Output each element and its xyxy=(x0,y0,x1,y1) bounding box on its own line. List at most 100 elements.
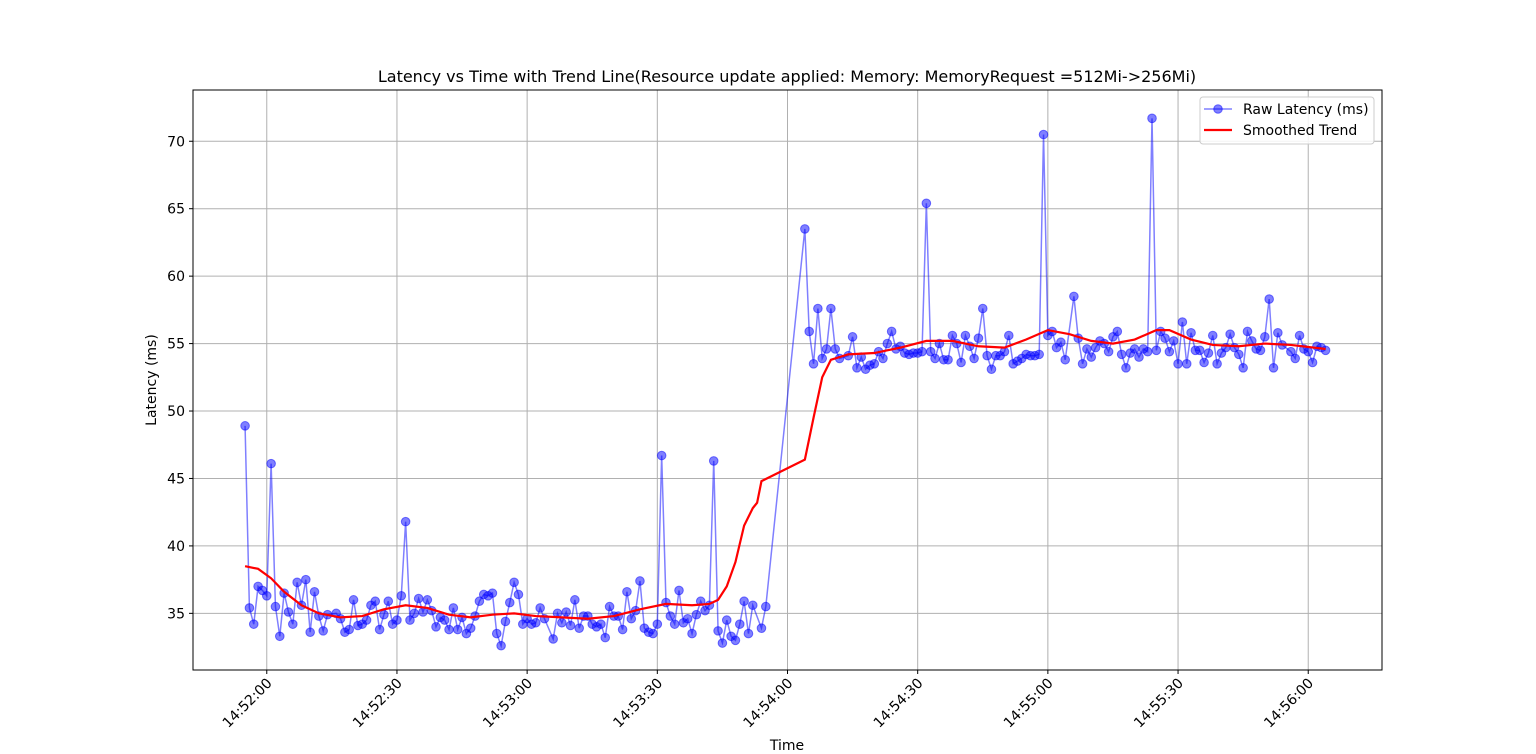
data-point xyxy=(1038,129,1049,140)
data-point xyxy=(747,600,758,611)
data-point xyxy=(244,603,255,613)
data-point xyxy=(418,607,428,617)
data-point xyxy=(1082,344,1092,354)
data-point xyxy=(687,628,697,639)
data-point xyxy=(309,586,320,597)
data-point xyxy=(626,613,637,624)
data-point xyxy=(930,353,940,364)
data-point xyxy=(921,198,932,209)
data-point xyxy=(1090,342,1101,353)
data-point xyxy=(977,303,988,314)
data-point xyxy=(947,330,958,341)
data-point xyxy=(1160,333,1170,343)
data-point xyxy=(400,516,411,527)
data-point xyxy=(717,638,728,648)
y-tick-label: 40 xyxy=(167,539,185,555)
data-point xyxy=(713,626,723,636)
data-point xyxy=(882,338,893,349)
data-point xyxy=(730,635,741,646)
data-point xyxy=(826,303,836,314)
data-point xyxy=(821,344,832,354)
x-tick-label: 14:53:30 xyxy=(610,676,666,732)
data-point xyxy=(266,458,276,469)
data-point xyxy=(1147,113,1157,124)
data-point xyxy=(917,346,927,357)
data-point xyxy=(800,224,810,234)
data-point xyxy=(1177,317,1188,327)
y-tick-label: 55 xyxy=(167,337,185,353)
data-point xyxy=(1103,346,1114,357)
data-point xyxy=(305,627,315,638)
data-point xyxy=(405,615,415,625)
data-point xyxy=(600,632,611,643)
data-point xyxy=(270,601,281,612)
data-point xyxy=(1069,291,1079,302)
data-point xyxy=(1077,359,1088,369)
data-point xyxy=(491,628,502,639)
data-point xyxy=(1194,345,1205,356)
data-point xyxy=(674,585,684,596)
data-point xyxy=(261,591,272,601)
data-point xyxy=(943,354,953,365)
data-point xyxy=(1142,346,1153,357)
x-tick-label: 14:55:00 xyxy=(1001,676,1057,732)
data-point xyxy=(852,363,862,373)
y-tick-label: 35 xyxy=(167,606,185,622)
data-point xyxy=(604,601,615,612)
data-point xyxy=(487,588,498,598)
data-point xyxy=(1268,363,1279,373)
data-point xyxy=(1186,327,1196,338)
data-point xyxy=(878,353,888,364)
y-tick-label: 65 xyxy=(167,202,185,218)
data-point xyxy=(1260,332,1270,342)
data-point xyxy=(361,615,372,625)
data-point xyxy=(422,595,433,605)
data-point xyxy=(808,359,819,369)
data-point xyxy=(813,303,823,314)
data-point xyxy=(1294,330,1305,341)
data-point xyxy=(969,353,979,364)
data-point xyxy=(535,603,545,613)
data-point xyxy=(1151,345,1162,356)
data-point xyxy=(409,608,420,619)
data-point xyxy=(1203,348,1214,358)
data-point xyxy=(869,359,880,369)
data-point xyxy=(561,607,571,617)
data-point xyxy=(439,615,450,625)
data-point xyxy=(452,624,463,635)
data-point xyxy=(1164,346,1175,357)
data-point xyxy=(1199,357,1209,368)
data-point xyxy=(248,619,259,629)
data-point xyxy=(1121,363,1131,373)
legend-marker xyxy=(1213,104,1223,114)
data-point xyxy=(886,326,897,337)
data-point xyxy=(379,609,389,620)
data-point xyxy=(396,591,407,601)
data-point xyxy=(465,623,476,633)
plot-frame xyxy=(192,89,1383,671)
chart-title: Latency vs Time with Trend Line(Resource… xyxy=(378,67,1196,86)
data-point xyxy=(1233,349,1244,360)
data-point xyxy=(1290,353,1301,364)
data-point xyxy=(925,346,936,357)
data-point xyxy=(1225,329,1235,339)
data-point xyxy=(301,574,311,585)
data-point xyxy=(474,596,485,607)
data-point xyxy=(348,595,359,605)
data-point xyxy=(574,623,585,633)
data-point xyxy=(448,603,459,613)
data-point xyxy=(817,353,828,364)
data-point xyxy=(656,450,667,461)
x-tick-label: 14:54:00 xyxy=(741,676,797,732)
data-point xyxy=(652,619,663,629)
legend-label: Raw Latency (ms) xyxy=(1243,102,1369,118)
data-point xyxy=(596,619,606,629)
x-tick-label: 14:56:00 xyxy=(1261,676,1317,732)
legend-box xyxy=(1199,96,1375,145)
data-point xyxy=(743,628,754,639)
data-point xyxy=(739,596,749,607)
data-point xyxy=(240,421,250,431)
data-point xyxy=(617,624,628,635)
data-point xyxy=(635,576,645,586)
